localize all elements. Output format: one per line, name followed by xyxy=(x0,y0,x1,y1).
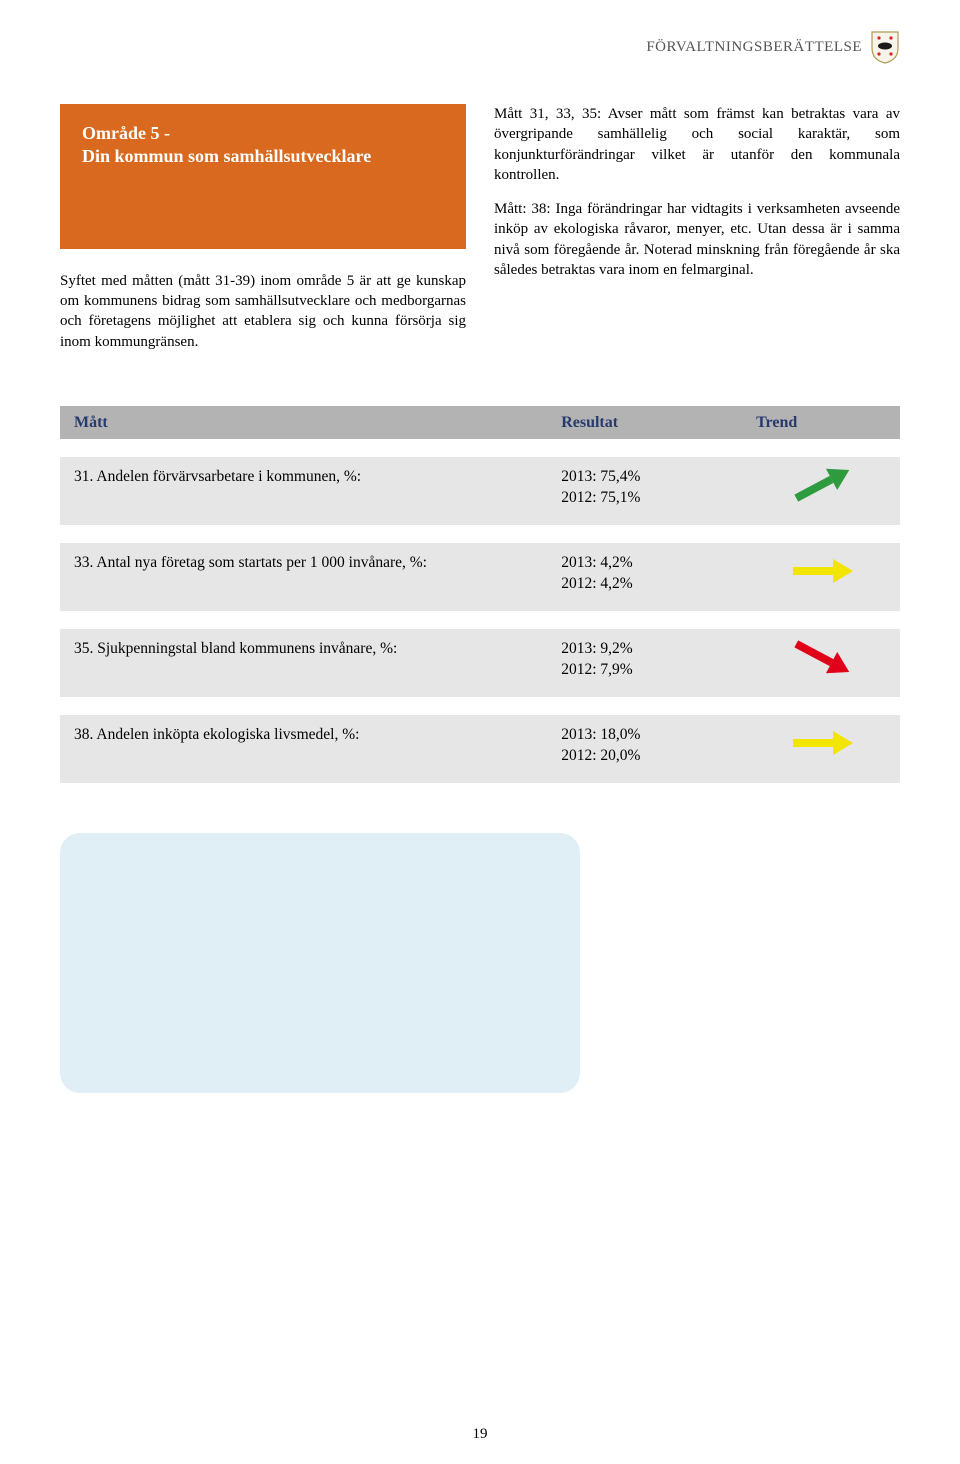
row-trend xyxy=(756,725,886,761)
table-header-row: Mått Resultat Trend xyxy=(60,406,900,440)
left-column: Område 5 - Din kommun som samhällsutveck… xyxy=(60,104,466,366)
right-column: Mått 31, 33, 35: Avser mått som främst k… xyxy=(494,104,900,366)
row-label: 33. Antal nya företag som startats per 1… xyxy=(74,553,561,574)
metrics-table: Mått Resultat Trend 31. Andelen förvärvs… xyxy=(60,406,900,783)
trend-arrow-icon xyxy=(781,639,861,675)
right-paragraph-2: Mått: 38: Inga förändringar har vidtagit… xyxy=(494,199,900,280)
trend-arrow-icon xyxy=(781,725,861,761)
row-label: 35. Sjukpenningstal bland kommunens invå… xyxy=(74,639,561,660)
th-resultat: Resultat xyxy=(561,412,756,434)
table-body: 31. Andelen förvärvsarbetare i kommunen,… xyxy=(60,457,900,782)
callout-box: Område 5 - Din kommun som samhällsutveck… xyxy=(60,104,466,249)
table-row: 33. Antal nya företag som startats per 1… xyxy=(60,543,900,611)
page-number: 19 xyxy=(0,1424,960,1444)
table-row: 31. Andelen förvärvsarbetare i kommunen,… xyxy=(60,457,900,525)
table-row: 38. Andelen inköpta ekologiska livsmedel… xyxy=(60,715,900,783)
row-label: 31. Andelen förvärvsarbetare i kommunen,… xyxy=(74,467,561,488)
table-row: 35. Sjukpenningstal bland kommunens invå… xyxy=(60,629,900,697)
trend-arrow-icon xyxy=(781,467,861,503)
row-result: 2013: 75,4%2012: 75,1% xyxy=(561,467,756,509)
intro-two-column: Område 5 - Din kommun som samhällsutveck… xyxy=(60,104,900,366)
row-result: 2013: 9,2%2012: 7,9% xyxy=(561,639,756,681)
row-trend xyxy=(756,553,886,589)
row-result: 2013: 18,0%2012: 20,0% xyxy=(561,725,756,767)
row-trend xyxy=(756,467,886,503)
blue-rounded-box xyxy=(60,833,580,1093)
crest-icon xyxy=(870,30,900,64)
left-paragraph: Syftet med måtten (mått 31-39) inom områ… xyxy=(60,271,466,352)
header-title: FÖRVALTNINGSBERÄTTELSE xyxy=(646,37,862,57)
callout-subtitle: Din kommun som samhällsutvecklare xyxy=(82,145,444,168)
th-matt: Mått xyxy=(74,412,561,434)
left-body-text: Syftet med måtten (mått 31-39) inom områ… xyxy=(60,271,466,352)
page: FÖRVALTNINGSBERÄTTELSE Område 5 - Din ko… xyxy=(0,0,960,1464)
row-label: 38. Andelen inköpta ekologiska livsmedel… xyxy=(74,725,561,746)
row-result: 2013: 4,2%2012: 4,2% xyxy=(561,553,756,595)
callout-title: Område 5 - xyxy=(82,122,444,145)
th-trend: Trend xyxy=(756,412,886,434)
row-trend xyxy=(756,639,886,675)
page-header: FÖRVALTNINGSBERÄTTELSE xyxy=(60,30,900,64)
trend-arrow-icon xyxy=(781,553,861,589)
right-paragraph-1: Mått 31, 33, 35: Avser mått som främst k… xyxy=(494,104,900,185)
